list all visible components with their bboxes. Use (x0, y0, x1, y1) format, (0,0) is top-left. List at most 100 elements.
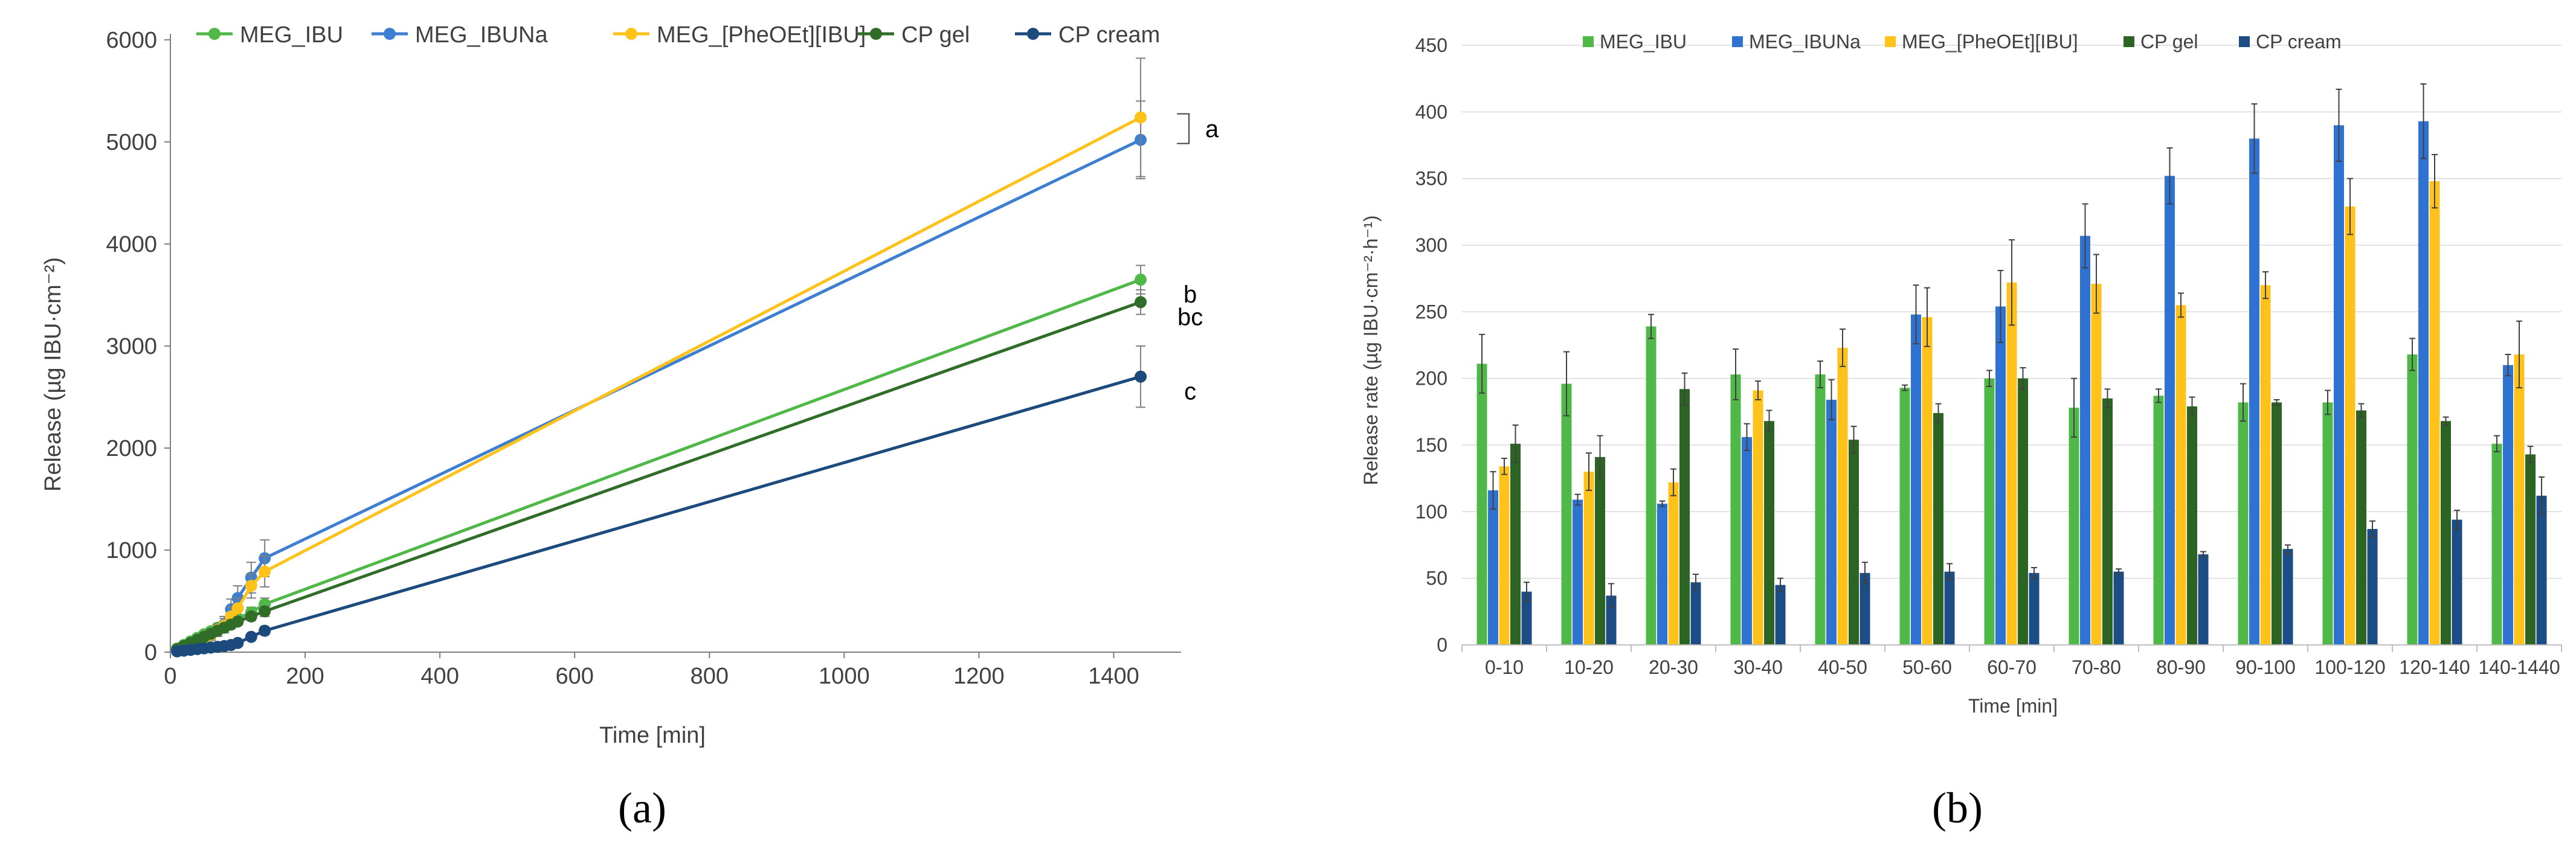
x-tick-label: 140-1440 (2478, 656, 2560, 678)
bar (2006, 282, 2017, 646)
series-meg-ibu (171, 264, 1147, 655)
bar (2249, 138, 2259, 645)
series-line (176, 138, 1142, 652)
legend-label: MEG_[PheOEt][IBU] (1902, 31, 2078, 53)
bar (1488, 490, 1498, 645)
legend-item-meg-ibuna: MEG_IBUNa (372, 22, 548, 48)
x-tick-label: 200 (286, 664, 324, 689)
legend-marker (870, 28, 882, 40)
bar (2153, 396, 2164, 645)
bar (1561, 383, 1572, 645)
legend-item-meg-ibuna: MEG_IBUNa (1732, 31, 1861, 53)
x-tick-label: 0-10 (1485, 656, 1524, 678)
data-point (259, 624, 271, 637)
x-tick-label: 100-120 (2314, 656, 2385, 678)
bar (2187, 406, 2197, 645)
x-tick-label: 30-40 (1733, 656, 1783, 678)
series-cp-cream (171, 345, 1147, 658)
legend-item-cp-gel: CP gel (858, 22, 970, 48)
bar (2334, 125, 2344, 645)
x-tick-label: 50-60 (1902, 656, 1952, 678)
x-tick-label: 60-70 (1987, 656, 2037, 678)
bar (1922, 317, 1933, 645)
y-axis-label: Release rate (µg IBU·cm⁻²·h⁻¹) (1360, 216, 1382, 485)
x-tick-label: 40-50 (1818, 656, 1867, 678)
bar (2091, 283, 2102, 645)
release-line-chart: 0 1000 2000 3000 4000 5000 6000 0 200 400 600 800 10… (40, 22, 1219, 832)
legend-item-meg-ibu: MEG_IBU (196, 22, 343, 48)
data-point (231, 615, 244, 628)
x-tick-label: 10-20 (1564, 656, 1614, 678)
bar (1476, 364, 1487, 645)
legend-swatch (1885, 36, 1896, 47)
bar (1646, 326, 1657, 645)
y-tick-label: 0 (144, 640, 157, 665)
bar (1944, 571, 1955, 645)
bar (1860, 572, 1870, 645)
x-tick-label: 1200 (953, 664, 1005, 689)
y-tick-label: 3000 (106, 334, 157, 359)
bar (1899, 388, 1910, 645)
x-tick-label: 1000 (819, 664, 870, 689)
y-tick-label: 200 (1415, 368, 1447, 389)
y-tick-label: 4000 (106, 232, 157, 257)
data-point (259, 605, 271, 618)
bar (1837, 347, 1848, 645)
legend-marker (208, 28, 221, 40)
bar (2260, 285, 2271, 645)
x-tick-label: 120-140 (2399, 656, 2470, 678)
x-tick-label: 20-30 (1649, 656, 1698, 678)
legend-marker (384, 28, 396, 40)
y-tick-label: 150 (1415, 434, 1447, 456)
series-line (176, 278, 1141, 650)
y-tick-label: 450 (1415, 34, 1447, 56)
legend-item-meg-pheoet-ibu: MEG_[PheOEt][IBU] (1885, 31, 2078, 53)
bar (1521, 591, 1532, 645)
data-point (231, 636, 244, 649)
bar (2452, 519, 2462, 645)
legend-item-cp-cream: CP cream (2239, 31, 2342, 53)
bar (2198, 554, 2209, 645)
x-tick-label: 800 (691, 664, 729, 689)
series-line (176, 300, 1141, 651)
bar (2491, 443, 2502, 645)
bar (2407, 354, 2418, 645)
x-tick-label: 1400 (1088, 664, 1139, 689)
bar (2102, 398, 2113, 645)
bar (1730, 374, 1741, 645)
x-axis-label: Time [min] (599, 723, 706, 748)
y-tick-label: 50 (1426, 568, 1447, 589)
data-point (245, 580, 257, 592)
significance-label: bc (1177, 304, 1203, 330)
legend-marker (1027, 28, 1039, 40)
data-point (245, 610, 257, 623)
bar (1753, 390, 1763, 645)
bar (2113, 571, 2124, 645)
legend-label: CP gel (2140, 31, 2198, 53)
bar (1595, 457, 1605, 645)
bar (2514, 354, 2525, 645)
bar (1499, 466, 1510, 645)
x-tick-label: 70-80 (2072, 656, 2121, 678)
legend-marker (625, 28, 637, 40)
bar (2165, 176, 2175, 646)
data-point (1135, 274, 1147, 286)
bar (1510, 443, 1521, 645)
y-tick-label: 350 (1415, 168, 1447, 190)
legend-label: MEG_IBUNa (1749, 31, 1861, 53)
bar (1679, 389, 1690, 645)
bar (2238, 402, 2249, 645)
bar (1583, 472, 1594, 645)
bar (1742, 437, 1752, 645)
data-point (259, 565, 271, 578)
release-rate-bar-chart: 0 50 100 150 200 250 300 350 400 450 0-10 10-20 20-3… (1360, 31, 2562, 832)
bar (2282, 549, 2293, 645)
x-tick-label: 600 (555, 664, 593, 689)
legend-swatch (2124, 36, 2134, 47)
data-point (245, 630, 257, 643)
bar (2367, 529, 2378, 645)
data-point (1135, 296, 1147, 309)
y-tick-label: 0 (1437, 634, 1447, 656)
bar (2536, 495, 2547, 645)
bar (1933, 413, 1943, 645)
